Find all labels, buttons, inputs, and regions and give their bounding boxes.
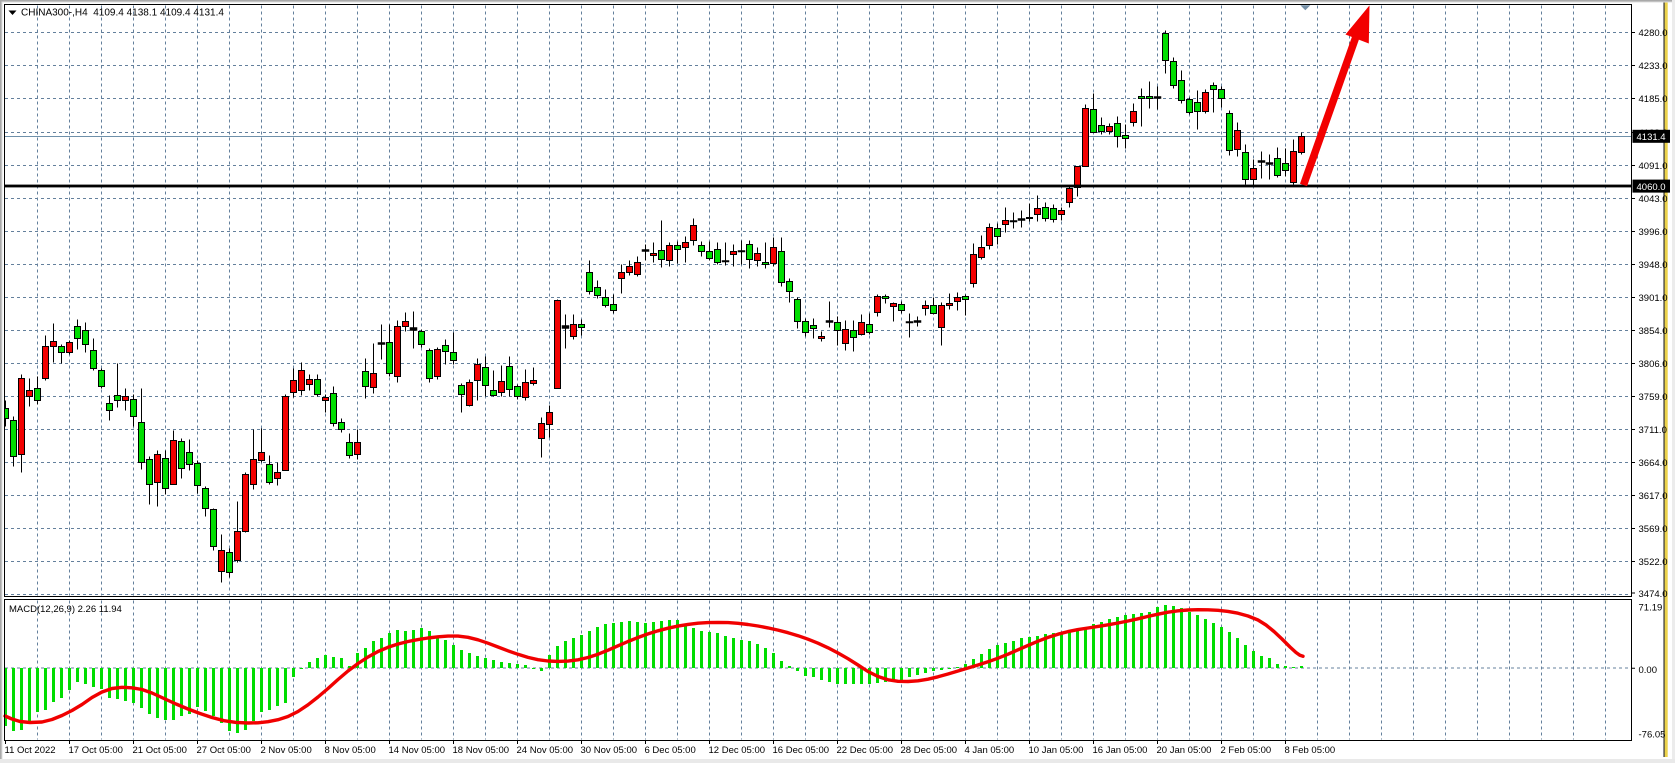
svg-text:2 Nov 05:00: 2 Nov 05:00 bbox=[261, 745, 312, 756]
svg-text:2 Feb 05:00: 2 Feb 05:00 bbox=[1221, 745, 1272, 756]
svg-text:4060.0: 4060.0 bbox=[1637, 182, 1666, 193]
svg-text:4233.0: 4233.0 bbox=[1639, 61, 1668, 72]
svg-text:4185.0: 4185.0 bbox=[1639, 94, 1668, 105]
svg-text:71.19: 71.19 bbox=[1639, 602, 1663, 613]
svg-text:18 Nov 05:00: 18 Nov 05:00 bbox=[453, 745, 510, 756]
svg-text:27 Oct 05:00: 27 Oct 05:00 bbox=[197, 745, 251, 756]
svg-text:-76.05: -76.05 bbox=[1639, 730, 1666, 741]
svg-text:4043.0: 4043.0 bbox=[1639, 194, 1668, 205]
svg-text:10 Jan 05:00: 10 Jan 05:00 bbox=[1029, 745, 1084, 756]
svg-text:3854.0: 3854.0 bbox=[1639, 326, 1668, 337]
svg-text:CHINA300-,H4 4109.4 4138.1 41: CHINA300-,H4 4109.4 4138.1 4109.4 4131.4 bbox=[21, 8, 224, 19]
svg-text:30 Nov 05:00: 30 Nov 05:00 bbox=[581, 745, 638, 756]
svg-text:4131.4: 4131.4 bbox=[1637, 132, 1666, 143]
svg-text:12 Dec 05:00: 12 Dec 05:00 bbox=[709, 745, 766, 756]
svg-text:17 Oct 05:00: 17 Oct 05:00 bbox=[69, 745, 123, 756]
svg-text:8 Feb 05:00: 8 Feb 05:00 bbox=[1285, 745, 1336, 756]
svg-text:16 Jan 05:00: 16 Jan 05:00 bbox=[1093, 745, 1148, 756]
svg-text:3474.0: 3474.0 bbox=[1639, 589, 1668, 600]
svg-text:14 Nov 05:00: 14 Nov 05:00 bbox=[389, 745, 446, 756]
svg-text:28 Dec 05:00: 28 Dec 05:00 bbox=[901, 745, 958, 756]
svg-text:3996.0: 3996.0 bbox=[1639, 227, 1668, 238]
svg-text:20 Jan 05:00: 20 Jan 05:00 bbox=[1157, 745, 1212, 756]
svg-text:3948.0: 3948.0 bbox=[1639, 260, 1668, 271]
svg-text:22 Dec 05:00: 22 Dec 05:00 bbox=[837, 745, 894, 756]
svg-text:4091.0: 4091.0 bbox=[1639, 161, 1668, 172]
svg-text:0.00: 0.00 bbox=[1639, 665, 1658, 676]
svg-text:16 Dec 05:00: 16 Dec 05:00 bbox=[773, 745, 830, 756]
svg-text:4 Jan 05:00: 4 Jan 05:00 bbox=[965, 745, 1015, 756]
svg-text:3711.0: 3711.0 bbox=[1639, 425, 1667, 436]
svg-text:21 Oct 05:00: 21 Oct 05:00 bbox=[133, 745, 187, 756]
svg-text:3806.0: 3806.0 bbox=[1639, 359, 1668, 370]
svg-text:3569.0: 3569.0 bbox=[1639, 524, 1668, 535]
svg-text:24 Nov 05:00: 24 Nov 05:00 bbox=[517, 745, 574, 756]
svg-text:3759.0: 3759.0 bbox=[1639, 392, 1668, 403]
svg-text:3664.0: 3664.0 bbox=[1639, 458, 1668, 469]
svg-text:3901.0: 3901.0 bbox=[1639, 293, 1668, 304]
svg-text:8 Nov 05:00: 8 Nov 05:00 bbox=[325, 745, 376, 756]
svg-text:3522.0: 3522.0 bbox=[1639, 557, 1668, 568]
svg-text:3617.0: 3617.0 bbox=[1639, 491, 1668, 502]
svg-text:4280.0: 4280.0 bbox=[1639, 28, 1668, 39]
svg-text:11 Oct 2022: 11 Oct 2022 bbox=[5, 745, 56, 756]
svg-text:MACD(12,26,9) 2.26 11.94: MACD(12,26,9) 2.26 11.94 bbox=[9, 604, 122, 615]
svg-text:6 Dec 05:00: 6 Dec 05:00 bbox=[645, 745, 696, 756]
